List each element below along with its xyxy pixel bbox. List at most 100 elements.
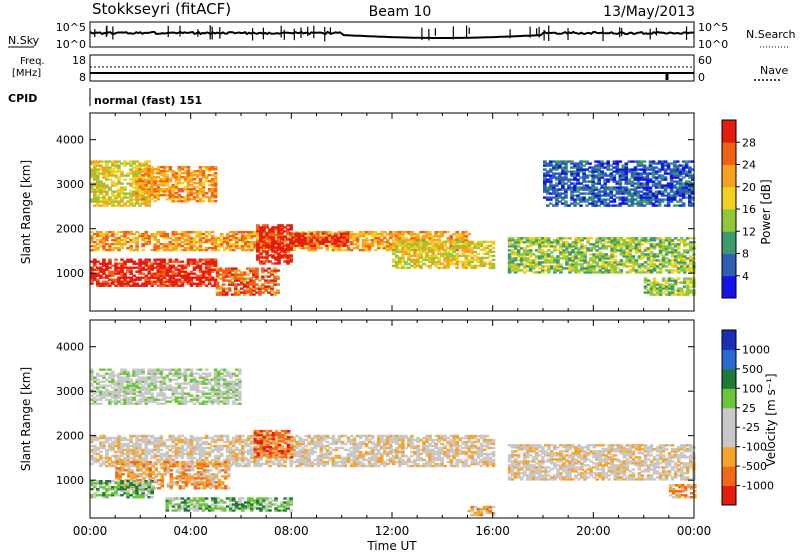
heatmap-cell bbox=[625, 162, 629, 164]
heatmap-cell bbox=[604, 247, 608, 249]
heatmap-cell bbox=[641, 269, 645, 271]
colorbar-swatch bbox=[722, 209, 736, 232]
heatmap-cell bbox=[246, 267, 250, 269]
colorbar-swatch bbox=[722, 231, 736, 254]
heatmap-cell bbox=[114, 259, 118, 261]
heatmap-cell bbox=[579, 192, 583, 194]
heatmap-cell bbox=[96, 194, 100, 196]
heatmap-cell bbox=[102, 259, 106, 261]
heatmap-cell bbox=[640, 182, 644, 184]
heatmap-cell bbox=[96, 239, 100, 241]
heatmap-cell bbox=[156, 184, 160, 186]
heatmap-cell bbox=[156, 285, 160, 287]
heatmap-cell bbox=[141, 369, 145, 371]
heatmap-cell bbox=[671, 239, 675, 241]
heatmap-cell bbox=[141, 168, 145, 170]
heatmap-cell bbox=[280, 238, 284, 240]
noise-right-tick-bottom: 10^0 bbox=[698, 38, 728, 51]
heatmap-cell bbox=[413, 247, 417, 249]
heatmap-cell bbox=[346, 233, 350, 235]
heatmap-cell bbox=[443, 231, 447, 233]
heatmap-cell bbox=[625, 196, 629, 198]
heatmap-cell bbox=[163, 259, 167, 261]
heatmap-cell bbox=[111, 180, 115, 182]
heatmap-cell bbox=[559, 263, 563, 265]
heatmap-cell bbox=[90, 369, 94, 371]
heatmap-cell bbox=[147, 259, 151, 261]
heatmap-cell bbox=[108, 259, 112, 261]
heatmap-cell bbox=[96, 261, 100, 263]
heatmap-cell bbox=[202, 259, 206, 261]
heatmap-cell bbox=[262, 240, 266, 242]
heatmap-cell bbox=[334, 233, 338, 235]
heatmap-cell bbox=[564, 188, 568, 190]
freq-panel-frame bbox=[90, 55, 694, 81]
heatmap-cell bbox=[686, 249, 690, 251]
heatmap-cell bbox=[458, 233, 462, 235]
y-tick-label: 3000 bbox=[56, 178, 84, 191]
heatmap-cell bbox=[187, 393, 191, 395]
heatmap-cell bbox=[202, 249, 206, 251]
heatmap-cell bbox=[96, 403, 100, 405]
heatmap-cell bbox=[217, 237, 221, 239]
heatmap-cell bbox=[686, 263, 690, 265]
heatmap-cell bbox=[368, 243, 372, 245]
heatmap-cell bbox=[594, 200, 598, 202]
heatmap-cell bbox=[549, 174, 553, 176]
heatmap-cell bbox=[535, 255, 539, 257]
heatmap-cell bbox=[565, 247, 569, 249]
power-colorbar-label: Power [dB] bbox=[759, 179, 773, 244]
heatmap-cell bbox=[111, 243, 115, 245]
heatmap-cell bbox=[141, 273, 145, 275]
freq-left-tick-top: 18 bbox=[72, 54, 86, 67]
heatmap-cell bbox=[626, 271, 630, 273]
heatmap-cell bbox=[156, 168, 160, 170]
heatmap-cell bbox=[322, 233, 326, 235]
heatmap-cell bbox=[580, 237, 584, 239]
heatmap-cell bbox=[262, 224, 266, 226]
heatmap-cell bbox=[489, 255, 493, 257]
heatmap-cell bbox=[126, 204, 130, 206]
heatmap-cell bbox=[641, 263, 645, 265]
heatmap-cell bbox=[156, 259, 160, 261]
heatmap-cell bbox=[126, 172, 130, 174]
heatmap-cell bbox=[184, 387, 188, 389]
colorbar-tick-label: 28 bbox=[742, 136, 756, 149]
heatmap-cell bbox=[595, 271, 599, 273]
heatmap-cell bbox=[492, 259, 496, 261]
heatmap-cell bbox=[443, 265, 447, 267]
heatmap-cell bbox=[640, 160, 644, 162]
heatmap-cell bbox=[111, 239, 115, 241]
heatmap-cell bbox=[96, 399, 100, 401]
heatmap-cell bbox=[606, 160, 610, 162]
heatmap-cell bbox=[443, 249, 447, 251]
heatmap-cell bbox=[337, 237, 341, 239]
heatmap-cell bbox=[477, 253, 481, 255]
heatmap-cell bbox=[583, 245, 587, 247]
heatmap-cell bbox=[126, 397, 130, 399]
heatmap-cell bbox=[535, 271, 539, 273]
heatmap-cell bbox=[172, 387, 176, 389]
heatmap-cell bbox=[120, 170, 124, 172]
heatmap-cell bbox=[141, 198, 145, 200]
heatmap-cell bbox=[276, 283, 280, 285]
heatmap-cell bbox=[428, 255, 432, 257]
heatmap-cell bbox=[289, 254, 293, 256]
heatmap-cell bbox=[322, 237, 326, 239]
heatmap-cell bbox=[141, 249, 145, 251]
heatmap-cell bbox=[289, 224, 293, 226]
heatmap-cell bbox=[625, 186, 629, 188]
heatmap-cell bbox=[428, 247, 432, 249]
heatmap-cell bbox=[595, 261, 599, 263]
heatmap-cell bbox=[489, 261, 493, 263]
heatmap-cell bbox=[126, 192, 130, 194]
heatmap-cell bbox=[579, 196, 583, 198]
heatmap-cell bbox=[202, 271, 206, 273]
y-tick-label: 1000 bbox=[56, 267, 84, 280]
heatmap-cell bbox=[609, 186, 613, 188]
heatmap-cell bbox=[126, 371, 130, 373]
heatmap-cell bbox=[564, 182, 568, 184]
heatmap-cell bbox=[565, 237, 569, 239]
heatmap-cell bbox=[626, 251, 630, 253]
heatmap-cell bbox=[580, 247, 584, 249]
